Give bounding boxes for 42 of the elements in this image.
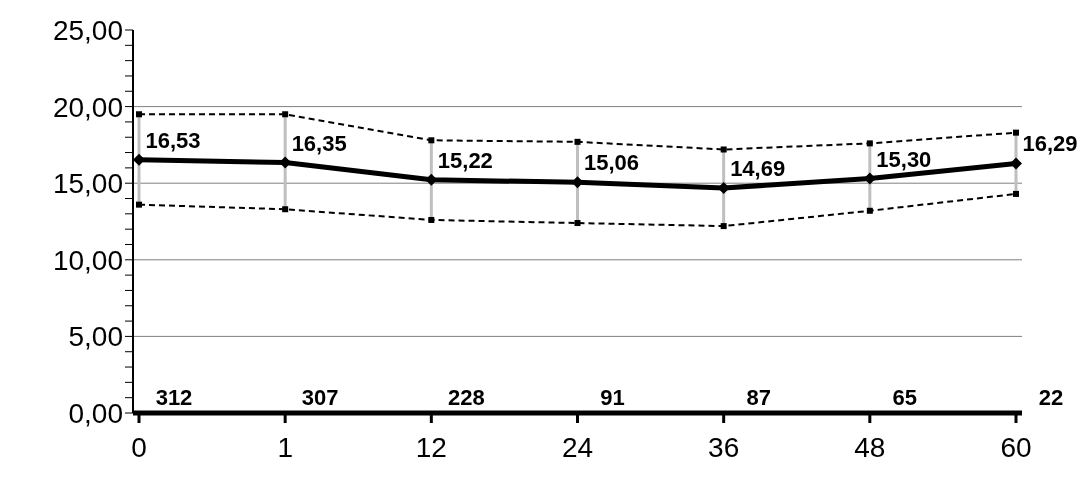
y-tick-label: 15,00: [52, 168, 123, 200]
point: [1013, 129, 1019, 136]
x-tick-label: 48: [854, 431, 886, 463]
x-tick-label: 1: [277, 431, 293, 463]
point: [282, 111, 289, 118]
text: 22: [1038, 385, 1064, 410]
data-label: 16,35: [291, 130, 347, 156]
x-tick-label: 24: [561, 431, 594, 463]
data-label: 15,06: [583, 150, 640, 176]
x-tick-label: 36: [708, 431, 740, 463]
data-label: 14,69: [730, 155, 786, 181]
y-tick-label: 0,00: [68, 397, 123, 429]
x-tick-label: 60: [1000, 431, 1032, 463]
annotation: 65: [892, 385, 918, 410]
point: [136, 201, 142, 208]
annotation: 312: [155, 385, 193, 410]
point: [428, 216, 435, 223]
x-tick-label: 12: [415, 431, 447, 463]
annotation: 91: [600, 385, 625, 410]
point: [1013, 190, 1019, 197]
y-tick-label: 25,00: [52, 14, 123, 46]
point: [866, 140, 873, 147]
point: [720, 223, 727, 230]
point: [574, 220, 581, 227]
y-tick-label: 5,00: [68, 321, 123, 353]
point: [282, 206, 289, 213]
point: [720, 146, 727, 153]
data-label: 15,22: [437, 147, 493, 173]
x-tick-label: 0: [131, 431, 147, 463]
point: [136, 111, 142, 118]
data-label: 16,53: [145, 127, 201, 153]
point: [428, 137, 435, 144]
annotation: 307: [301, 385, 339, 410]
point: [574, 138, 581, 145]
annotation: 87: [746, 385, 771, 410]
y-tick-label: 10,00: [52, 244, 123, 276]
annotation: 228: [447, 385, 485, 410]
point: [866, 207, 873, 214]
data-label: 15,30: [876, 146, 932, 172]
data-label: 16,29: [1022, 131, 1078, 157]
y-tick-label: 20,00: [52, 91, 123, 123]
point: [1010, 157, 1022, 170]
